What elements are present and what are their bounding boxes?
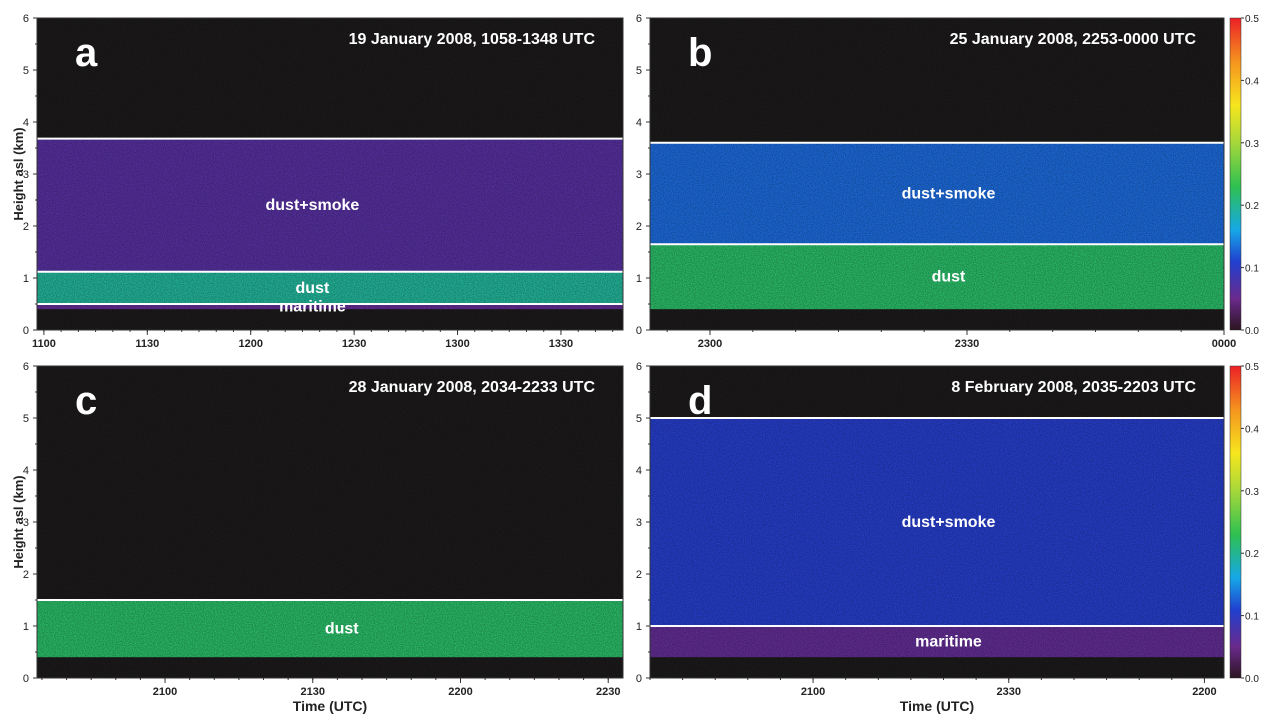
colorbar-gradient: [1229, 365, 1242, 679]
y-tick-label: 2: [23, 221, 29, 233]
panel-title: 25 January 2008, 2253-0000 UTC: [950, 31, 1197, 48]
y-tick-label: 1: [23, 621, 29, 633]
aerosol-layers: [650, 18, 1224, 330]
colorbar-tick-label: 0.2: [1245, 549, 1259, 560]
y-tick-label: 4: [636, 117, 642, 129]
aerosol-layers: [37, 366, 623, 678]
y-tick-label: 1: [636, 621, 642, 633]
layer-label: dust: [325, 621, 359, 638]
colorbar-tick-label: 0.4: [1245, 76, 1259, 87]
x-tick-label: 2100: [801, 686, 825, 698]
colorbar-tick-label: 0.1: [1245, 264, 1259, 275]
x-tick-label: 2330: [955, 338, 979, 350]
panel-letter: a: [75, 31, 98, 75]
y-tick-label: 5: [636, 65, 642, 77]
y-axis-label: Height asl (km): [11, 475, 26, 568]
layer-label: dust+smoke: [266, 197, 360, 214]
signal-noise: [37, 366, 623, 678]
y-tick-label: 0: [23, 673, 29, 685]
panel-title: 28 January 2008, 2034-2233 UTC: [349, 379, 596, 396]
colorbar-tick-label: 0.5: [1245, 362, 1259, 373]
panel-b: dust dust+smoke b 25 January 2008, 2253-000…: [636, 13, 1259, 350]
y-tick-label: 2: [23, 569, 29, 581]
y-tick-label: 6: [23, 13, 29, 25]
signal-noise: [37, 18, 623, 330]
x-tick-label: 2200: [1192, 686, 1216, 698]
y-tick-label: 4: [23, 117, 29, 129]
y-tick-label: 3: [636, 517, 642, 529]
y-tick-label: 4: [23, 465, 29, 477]
colorbar: 0.0 0.1 0.2 0.3 0.4 0.5: [1229, 362, 1259, 685]
layer-label: dust: [932, 269, 966, 286]
y-axis-label: Height asl (km): [11, 127, 26, 220]
y-tick-label: 4: [636, 465, 642, 477]
y-tick-label: 2: [636, 221, 642, 233]
y-tick-label: 1: [636, 273, 642, 285]
y-tick-label: 2: [636, 569, 642, 581]
panel-d: maritime dust+smoke d 8 February 2008, 2035…: [636, 361, 1259, 714]
colorbar-tick-label: 0.2: [1245, 201, 1259, 212]
x-tick-label: 2330: [997, 686, 1021, 698]
x-axis-label: Time (UTC): [900, 698, 974, 714]
x-tick-label: 2100: [153, 686, 177, 698]
x-tick-label: 2130: [301, 686, 325, 698]
x-axis-label: Time (UTC): [293, 698, 367, 714]
x-tick-label: 1300: [445, 338, 469, 350]
y-tick-label: 5: [636, 413, 642, 425]
layer-label: maritime: [279, 299, 346, 316]
layer-label: dust+smoke: [902, 186, 996, 203]
colorbar-tick-label: 0.5: [1245, 14, 1259, 25]
layer-label: dust: [296, 280, 330, 297]
panel-a: maritime dust dust+smoke a 19 January 2008, …: [11, 13, 624, 350]
panel-letter: b: [688, 31, 712, 75]
layer-label: dust+smoke: [902, 514, 996, 531]
y-tick-label: 6: [636, 13, 642, 25]
x-tick-label: 2300: [698, 338, 722, 350]
colorbar-gradient: [1229, 17, 1242, 331]
colorbar-tick-label: 0.3: [1245, 139, 1259, 150]
panel-letter: c: [75, 379, 97, 423]
panel-letter: d: [688, 379, 712, 423]
x-tick-label: 0000: [1212, 338, 1236, 350]
layer-label: maritime: [915, 634, 982, 651]
y-tick-label: 0: [636, 673, 642, 685]
panel-c: dust c 28 January 2008, 2034-2233 UTC 0 1 2 3 4…: [11, 361, 624, 714]
y-tick-label: 5: [23, 413, 29, 425]
x-tick-label: 1200: [238, 338, 262, 350]
y-tick-label: 3: [636, 169, 642, 181]
x-tick-label: 1100: [32, 338, 56, 350]
y-tick-label: 6: [636, 361, 642, 373]
y-tick-label: 6: [23, 361, 29, 373]
colorbar-tick-label: 0.0: [1245, 674, 1259, 685]
x-tick-label: 1130: [135, 338, 159, 350]
y-tick-label: 3: [23, 517, 29, 529]
x-tick-label: 2200: [448, 686, 472, 698]
colorbar-tick-label: 0.3: [1245, 487, 1259, 498]
colorbar-tick-label: 0.0: [1245, 326, 1259, 337]
colorbar-tick-label: 0.1: [1245, 612, 1259, 623]
colorbar-tick-label: 0.4: [1245, 424, 1259, 435]
x-tick-label: 1230: [342, 338, 366, 350]
y-tick-label: 0: [23, 325, 29, 337]
colorbar: 0.0 0.1 0.2 0.3 0.4 0.5: [1229, 14, 1259, 337]
y-tick-label: 1: [23, 273, 29, 285]
y-tick-label: 5: [23, 65, 29, 77]
panel-title: 8 February 2008, 2035-2203 UTC: [951, 379, 1196, 396]
aerosol-layers: [37, 18, 623, 330]
y-tick-label: 0: [636, 325, 642, 337]
x-tick-label: 1330: [549, 338, 573, 350]
signal-noise: [650, 18, 1224, 330]
x-tick-label: 2230: [596, 686, 620, 698]
y-tick-label: 3: [23, 169, 29, 181]
panel-title: 19 January 2008, 1058-1348 UTC: [349, 31, 596, 48]
